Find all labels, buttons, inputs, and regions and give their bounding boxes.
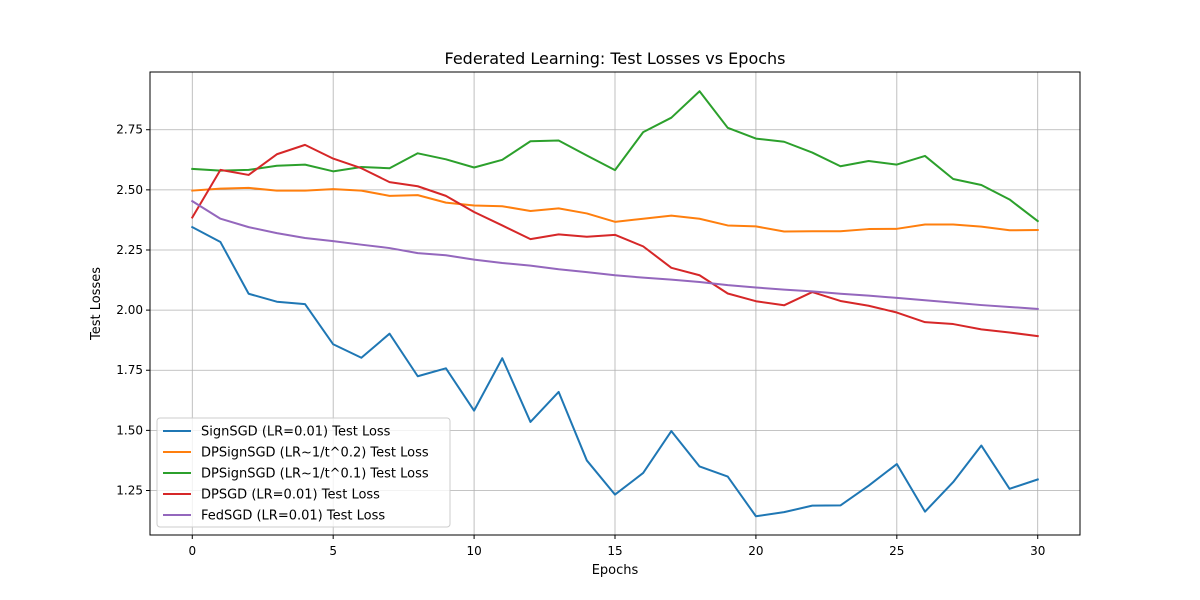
legend-label-5: FedSGD (LR=0.01) Test Loss: [201, 509, 385, 524]
x-tick-label: 0: [188, 544, 196, 558]
x-tick-label: 30: [1030, 544, 1045, 558]
chart-title: Federated Learning: Test Losses vs Epoch…: [444, 49, 785, 68]
legend: SignSGD (LR=0.01) Test Loss DPSignSGD (LR…: [156, 417, 451, 528]
y-tick-label: 2.25: [116, 243, 143, 257]
legend-label-2: DPSignSGD (LR~1/t^0.2) Test Loss: [201, 446, 429, 461]
y-tick-label: 2.75: [116, 123, 143, 137]
y-axis-label: Test Losses: [89, 267, 104, 341]
legend-box: [156, 417, 451, 528]
series-line-3: [191, 90, 1040, 223]
y-tick-label: 2.50: [116, 183, 143, 197]
x-tick-label: 25: [889, 544, 904, 558]
x-axis-label: Epochs: [592, 563, 639, 578]
series-line-5: [190, 199, 1039, 310]
x-tick-label: 20: [748, 544, 763, 558]
axis-ticks: 0 5 10 15 20 25 30 1.25 1.50 1.75 2.00 2.25 2.50 2.75: [116, 123, 1045, 558]
y-tick-label: 1.75: [116, 363, 143, 377]
legend-label-3: DPSignSGD (LR~1/t^0.1) Test Loss: [201, 467, 429, 482]
x-tick-label: 10: [466, 544, 481, 558]
series-line-2: [191, 186, 1039, 233]
legend-label-4: DPSGD (LR=0.01) Test Loss: [201, 488, 380, 503]
series-line-4: [190, 143, 1039, 338]
x-tick-label: 15: [607, 544, 622, 558]
series-lines: [190, 90, 1040, 518]
y-tick-label: 1.50: [116, 423, 143, 437]
series-line-1: [190, 225, 1039, 518]
legend-label-1: SignSGD (LR=0.01) Test Loss: [201, 425, 391, 440]
y-tick-label: 1.25: [116, 484, 143, 498]
y-tick-label: 2.00: [116, 303, 143, 317]
x-tick-label: 5: [329, 544, 337, 558]
